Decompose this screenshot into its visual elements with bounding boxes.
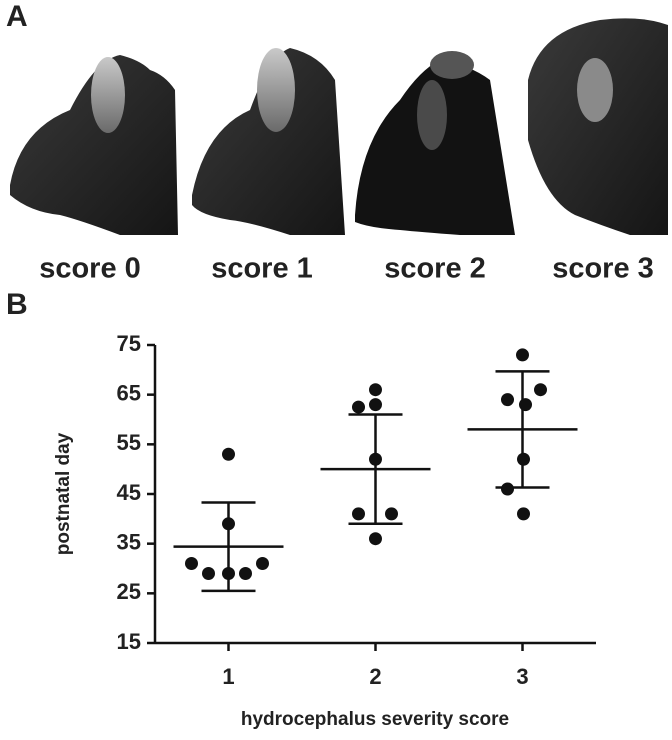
mouse-photo (192, 48, 345, 235)
data-point (519, 398, 532, 412)
data-point (369, 398, 382, 412)
data-point (222, 517, 235, 531)
data-point (185, 557, 198, 571)
data-point (369, 383, 382, 397)
mouse-photo (10, 55, 178, 235)
mouse-photo (528, 18, 668, 236)
data-point (517, 452, 530, 466)
data-point (352, 400, 365, 414)
data-point (202, 566, 215, 580)
y-tick-label: 75 (117, 331, 141, 356)
data-point (534, 383, 547, 397)
y-tick-label: 15 (117, 629, 141, 654)
x-axis-label: hydrocephalus severity score (241, 709, 509, 730)
y-tick-label: 45 (117, 480, 141, 505)
mouse-photo (355, 51, 515, 235)
photo-caption: score 2 (384, 253, 486, 285)
y-tick-label: 55 (117, 430, 141, 455)
data-point (501, 393, 514, 407)
data-point (385, 507, 398, 521)
data-point (222, 566, 235, 580)
x-tick-label: 2 (369, 664, 381, 689)
x-tick-label: 3 (516, 664, 528, 689)
photo-caption: score 3 (552, 253, 654, 285)
y-tick-label: 35 (117, 529, 141, 554)
photo-caption: score 0 (39, 253, 141, 285)
photos (10, 18, 668, 236)
panel-label: B (6, 288, 28, 321)
photo-caption: score 1 (211, 253, 313, 285)
data-point (517, 507, 530, 521)
data-point (239, 566, 252, 580)
y-tick-label: 25 (117, 579, 141, 604)
y-axis-label: postnatal day (53, 432, 74, 555)
data-point (256, 557, 269, 571)
panel-label: A (6, 0, 28, 33)
data-point (369, 452, 382, 466)
data-point (369, 532, 382, 546)
y-tick-label: 65 (117, 380, 141, 405)
data-point (516, 348, 529, 362)
data-point (352, 507, 365, 521)
x-tick-label: 1 (222, 664, 234, 689)
data-point (501, 482, 514, 496)
data-point (222, 447, 235, 461)
